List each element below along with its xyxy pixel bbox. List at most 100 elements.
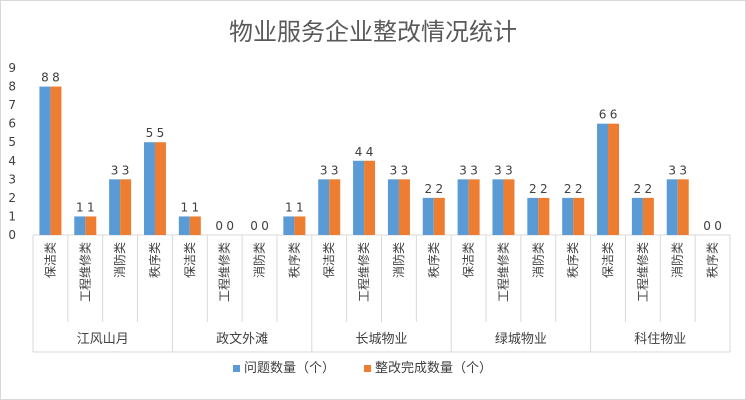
bar (178, 216, 190, 235)
category-label: 保洁类 (601, 242, 615, 278)
y-tick-label: 5 (8, 135, 16, 149)
bar (457, 179, 469, 235)
category-label: 工程维修类 (356, 242, 371, 302)
data-label: 2 (634, 182, 642, 196)
bar (109, 179, 121, 235)
data-label: 1 (296, 200, 304, 214)
data-label: 1 (76, 200, 84, 214)
bar (143, 142, 155, 235)
category-label: 消防类 (670, 242, 685, 278)
category-label: 保洁类 (322, 242, 336, 278)
bar (573, 197, 585, 235)
bar (562, 197, 574, 235)
y-tick-label: 1 (8, 209, 16, 223)
data-label: 8 (41, 71, 49, 85)
data-label: 3 (505, 163, 513, 177)
y-tick-label: 3 (8, 172, 16, 186)
category-label: 工程维修类 (77, 242, 92, 302)
bar (318, 179, 330, 235)
data-label: 2 (540, 182, 548, 196)
group-label: 科住物业 (634, 332, 686, 347)
bar (294, 216, 306, 235)
data-label: 3 (679, 163, 687, 177)
data-label: 1 (181, 200, 189, 214)
data-label: 3 (470, 163, 478, 177)
category-label: 秩序类 (147, 242, 162, 278)
data-label: 4 (355, 145, 363, 159)
legend-swatch (364, 365, 371, 372)
category-label: 保洁类 (462, 242, 476, 278)
data-label: 3 (668, 163, 676, 177)
bar (492, 179, 504, 235)
bar (39, 86, 51, 235)
group-label: 政文外滩 (216, 332, 268, 347)
data-label: 3 (111, 163, 119, 177)
bar (422, 197, 434, 235)
category-label: 秩序类 (705, 242, 720, 278)
bar (642, 197, 654, 235)
category-label: 工程维修类 (217, 242, 232, 302)
data-label: 6 (610, 108, 618, 122)
y-tick-label: 0 (8, 228, 16, 242)
y-tick-label: 2 (8, 191, 16, 205)
bar (503, 179, 515, 235)
bar (398, 179, 410, 235)
bar (677, 179, 689, 235)
category-label: 消防类 (252, 242, 267, 278)
bar (120, 179, 132, 235)
bar (433, 197, 445, 235)
category-label: 秩序类 (565, 242, 580, 278)
bar (329, 179, 341, 235)
data-label: 3 (390, 163, 398, 177)
group-label: 绿城物业 (495, 332, 547, 347)
legend-swatch (233, 365, 240, 372)
bar (527, 197, 539, 235)
group-label: 长城物业 (355, 332, 407, 347)
legend-label: 整改完成数量（个） (375, 361, 492, 376)
bar (666, 179, 678, 235)
data-label: 4 (366, 145, 374, 159)
category-label: 消防类 (112, 242, 127, 278)
bar (283, 216, 295, 235)
data-label: 3 (494, 163, 502, 177)
data-label: 1 (285, 200, 293, 214)
category-label: 消防类 (391, 242, 406, 278)
data-label: 0 (703, 219, 711, 233)
bar (631, 197, 643, 235)
category-label: 工程维修类 (635, 242, 650, 302)
category-label: 秩序类 (286, 242, 301, 278)
group-label: 江风山月 (77, 332, 129, 347)
y-tick-label: 9 (8, 61, 16, 75)
data-label: 1 (192, 200, 200, 214)
data-label: 8 (52, 71, 60, 85)
data-label: 2 (564, 182, 572, 196)
bar (154, 142, 166, 235)
data-label: 0 (250, 219, 258, 233)
y-tick-label: 8 (8, 80, 16, 94)
y-tick-label: 4 (8, 154, 16, 168)
category-label: 保洁类 (183, 242, 197, 278)
data-label: 0 (226, 219, 234, 233)
data-label: 3 (320, 163, 328, 177)
data-label: 0 (261, 219, 269, 233)
data-label: 6 (599, 108, 607, 122)
data-label: 2 (529, 182, 537, 196)
data-label: 2 (575, 182, 583, 196)
data-label: 2 (645, 182, 653, 196)
bar (468, 179, 480, 235)
data-label: 0 (215, 219, 223, 233)
data-label: 2 (435, 182, 443, 196)
bar (364, 160, 376, 235)
data-label: 5 (146, 126, 154, 140)
data-label: 0 (714, 219, 722, 233)
data-label: 3 (459, 163, 467, 177)
data-label: 3 (331, 163, 339, 177)
bar (597, 123, 609, 235)
data-label: 3 (122, 163, 130, 177)
category-label: 秩序类 (426, 242, 441, 278)
data-label: 5 (157, 126, 165, 140)
y-tick-label: 7 (8, 98, 16, 112)
legend-label: 问题数量（个） (244, 361, 335, 376)
